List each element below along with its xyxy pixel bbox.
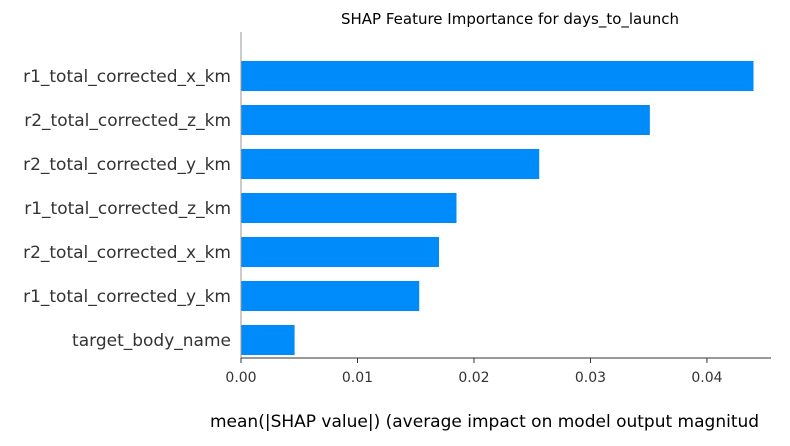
axes-layer: r1_total_corrected_x_km r2_total_correcte… [23,32,771,386]
y-tick-label: r2_total_corrected_x_km [23,243,231,263]
bar-r1-total-corrected-z-km [241,193,457,223]
y-tick-label: r1_total_corrected_x_km [23,67,231,87]
bar-r2-total-corrected-x-km [241,237,440,267]
y-tick-label: r1_total_corrected_y_km [23,287,231,307]
x-tick-label: 0.00 [225,370,256,386]
x-tick-label: 0.01 [342,370,373,386]
bar-r1-total-corrected-y-km [241,281,420,311]
y-tick-label: r2_total_corrected_y_km [23,155,231,175]
x-axis-label: mean(|SHAP value|) (average impact on mo… [210,412,759,432]
bar-r2-total-corrected-y-km [241,149,540,179]
y-tick-label: target_body_name [72,331,231,351]
bar-target-body-name [241,325,295,355]
x-tick-label: 0.03 [575,370,606,386]
y-tick-label: r2_total_corrected_z_km [24,111,231,131]
bars-layer [241,61,754,355]
chart-title: SHAP Feature Importance for days_to_laun… [341,10,679,29]
y-tick-label: r1_total_corrected_z_km [24,199,231,219]
bar-r1-total-corrected-x-km [241,61,754,91]
x-tick-label: 0.02 [458,370,489,386]
bar-r2-total-corrected-z-km [241,105,650,135]
x-tick-label: 0.04 [691,370,722,386]
